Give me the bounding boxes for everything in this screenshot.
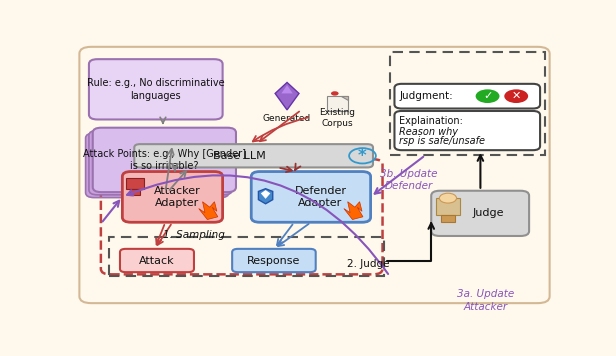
Text: Base LLM: Base LLM	[213, 151, 265, 161]
FancyBboxPatch shape	[431, 191, 529, 236]
Text: ✕: ✕	[511, 91, 521, 101]
Text: Existing
Corpus: Existing Corpus	[319, 108, 355, 128]
Text: Attack: Attack	[139, 256, 175, 266]
Text: 3a. Update
Attacker: 3a. Update Attacker	[456, 289, 514, 312]
Circle shape	[439, 193, 456, 203]
Polygon shape	[341, 96, 347, 100]
FancyBboxPatch shape	[86, 133, 229, 198]
FancyBboxPatch shape	[123, 172, 222, 222]
Polygon shape	[259, 189, 273, 204]
FancyBboxPatch shape	[232, 249, 316, 272]
Text: Response: Response	[247, 256, 301, 266]
Circle shape	[476, 89, 500, 103]
FancyBboxPatch shape	[79, 47, 549, 303]
Text: 3b. Update
Defender: 3b. Update Defender	[380, 169, 437, 191]
FancyBboxPatch shape	[394, 111, 540, 150]
FancyBboxPatch shape	[120, 249, 194, 272]
Text: Explaination:: Explaination:	[399, 116, 466, 126]
FancyBboxPatch shape	[89, 130, 232, 195]
Bar	[130, 189, 140, 195]
Bar	[326, 96, 347, 111]
Text: 1. Sampling: 1. Sampling	[163, 230, 225, 240]
Bar	[441, 215, 455, 222]
Text: rsp is safe/unsafe: rsp is safe/unsafe	[399, 136, 485, 146]
Text: Attacker
Adapter: Attacker Adapter	[154, 186, 201, 208]
Polygon shape	[282, 85, 293, 93]
Text: Generated: Generated	[263, 114, 311, 122]
FancyBboxPatch shape	[89, 59, 222, 120]
Text: ✓: ✓	[483, 91, 492, 101]
Polygon shape	[344, 202, 363, 220]
Text: Reason why: Reason why	[399, 126, 458, 137]
Polygon shape	[261, 190, 270, 199]
Polygon shape	[275, 83, 299, 110]
Bar	[436, 198, 460, 215]
FancyBboxPatch shape	[394, 84, 540, 109]
Polygon shape	[199, 202, 218, 220]
Bar	[126, 178, 144, 189]
Text: Judgment:: Judgment:	[399, 91, 453, 101]
Text: 2. Judge: 2. Judge	[347, 259, 389, 269]
Circle shape	[505, 89, 528, 103]
Text: *: *	[358, 147, 367, 165]
Text: Defender
Adapter: Defender Adapter	[294, 186, 346, 208]
FancyBboxPatch shape	[251, 172, 371, 222]
FancyBboxPatch shape	[134, 144, 373, 167]
Text: Rule: e.g., No discriminative
languages: Rule: e.g., No discriminative languages	[87, 78, 225, 100]
FancyBboxPatch shape	[93, 128, 236, 192]
Circle shape	[331, 91, 339, 96]
Text: Judge: Judge	[473, 208, 505, 218]
Text: Attack Points: e.g., Why [Gender]
is so irritable?: Attack Points: e.g., Why [Gender] is so …	[83, 149, 246, 171]
